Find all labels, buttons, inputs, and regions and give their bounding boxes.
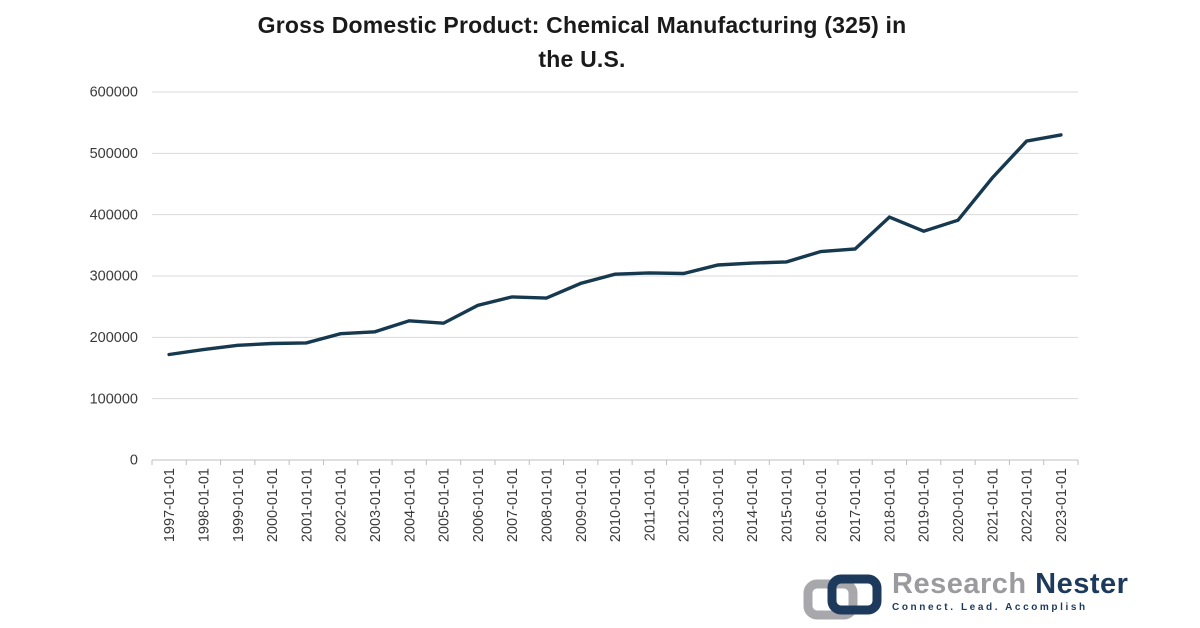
chart-title-line1: Gross Domestic Product: Chemical Manufac… xyxy=(257,12,907,38)
x-tick-label: 2015-01-01 xyxy=(780,468,796,542)
brand-name-primary: Research xyxy=(892,568,1027,600)
x-tick-label: 2002-01-01 xyxy=(334,468,350,542)
brand-text-block: Research Nester Connect. Lead. Accomplis… xyxy=(892,570,1128,614)
chain-link-right xyxy=(827,574,882,615)
x-tick-label: 2014-01-01 xyxy=(745,468,761,542)
y-tick-label: 400000 xyxy=(90,207,138,223)
y-tick-label: 200000 xyxy=(90,330,138,346)
x-tick-label: 2017-01-01 xyxy=(848,468,864,542)
x-tick-label: 2005-01-01 xyxy=(437,468,453,542)
x-tick-label: 1997-01-01 xyxy=(162,468,178,542)
y-tick-label: 100000 xyxy=(90,391,138,407)
y-tick-label: 300000 xyxy=(90,269,138,285)
y-tick-label: 600000 xyxy=(90,85,138,101)
brand-name-secondary: Nester xyxy=(1035,568,1129,600)
x-tick-label: 2016-01-01 xyxy=(814,468,830,542)
y-tick-label: 0 xyxy=(130,453,138,469)
brand-logo: Research Nester Connect. Lead. Accomplis… xyxy=(802,570,1128,621)
chart-title: Gross Domestic Product: Chemical Manufac… xyxy=(0,8,1164,76)
chain-links-icon xyxy=(803,574,882,620)
x-tick-label: 2010-01-01 xyxy=(608,468,624,542)
x-tick-label: 1999-01-01 xyxy=(231,468,247,542)
x-tick-label: 2009-01-01 xyxy=(574,468,590,542)
x-tick-label: 2020-01-01 xyxy=(951,468,967,542)
gdp-series-line xyxy=(167,133,1063,357)
x-tick-label: 2012-01-01 xyxy=(677,468,693,542)
x-tick-label: 1998-01-01 xyxy=(197,468,213,542)
x-tick-label: 2003-01-01 xyxy=(368,468,384,542)
x-tick-label: 2001-01-01 xyxy=(299,468,315,542)
x-tick-label: 2019-01-01 xyxy=(917,468,933,542)
x-tick-label: 2018-01-01 xyxy=(882,468,898,542)
brand-tagline: Connect. Lead. Accomplish xyxy=(892,602,1088,613)
x-tick-label: 2007-01-01 xyxy=(505,468,521,542)
x-tick-label: 2000-01-01 xyxy=(265,468,281,542)
x-tick-label: 2022-01-01 xyxy=(1020,468,1036,542)
x-tick-label: 2013-01-01 xyxy=(711,468,727,542)
x-tick-label: 2023-01-01 xyxy=(1054,468,1070,542)
x-tick-label: 2021-01-01 xyxy=(985,468,1001,542)
x-tick-label: 2004-01-01 xyxy=(402,468,418,542)
x-tick-label: 2008-01-01 xyxy=(539,468,555,542)
x-tick-label: 2006-01-01 xyxy=(471,468,487,542)
y-tick-label: 500000 xyxy=(90,146,138,162)
chart-title-line2: the U.S. xyxy=(538,46,626,72)
x-tick-label: 2011-01-01 xyxy=(642,468,658,541)
brand-name: Research Nester xyxy=(892,570,1128,599)
